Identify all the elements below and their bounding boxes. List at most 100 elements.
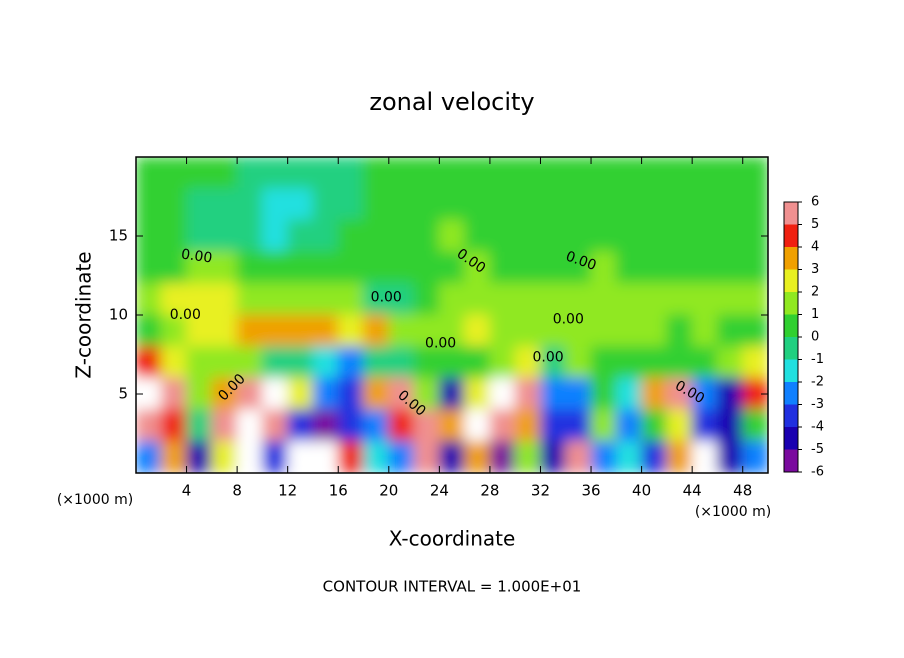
cell [211,409,238,442]
cell [716,251,744,284]
cell [211,346,238,379]
cell [186,377,213,411]
cell [312,314,339,348]
cell [489,251,516,284]
cell [514,282,541,316]
y-tick-label: 15 [109,227,128,245]
cell [388,377,415,411]
cell [641,314,668,348]
y-unit-label: (×1000 m) [57,492,133,508]
cell [691,314,718,348]
x-tick-label: 8 [232,482,242,500]
cell [287,157,314,190]
cell [413,157,440,190]
cell [590,251,617,284]
cell [413,346,440,379]
cell [160,314,188,348]
cell [742,440,768,473]
cell [438,282,466,316]
cell [363,346,390,379]
cell [590,188,617,221]
cell [641,157,668,190]
cell [363,188,390,221]
cell [742,188,768,221]
cell [590,157,617,190]
contour-label: 0.00 [180,246,213,266]
cell [312,440,339,473]
chart-title: zonal velocity [369,88,534,116]
colorbar-tick-label: -3 [811,397,824,412]
cell [236,188,263,221]
cell [413,440,440,473]
cell [186,282,213,316]
cell [539,188,567,221]
cell [337,251,365,284]
cell [514,188,541,221]
cell [641,409,668,442]
cell [539,219,567,253]
cell [211,282,238,316]
cell [287,219,314,253]
cell [641,346,668,379]
cell [464,377,491,411]
cell [565,157,592,190]
cell [742,282,768,316]
cell [337,282,365,316]
cell [312,346,339,379]
cell [211,314,238,348]
cell [160,346,188,379]
cell [337,219,365,253]
cell [160,440,188,473]
x-unit-label: (×1000 m) [695,504,771,520]
cell [312,188,339,221]
cell [742,346,768,379]
cell [666,440,693,473]
cell [413,282,440,316]
cell [691,377,718,411]
colorbar-tick-label: 4 [811,240,819,255]
cell [160,409,188,442]
cell [691,409,718,442]
contour-label: 0.00 [170,307,201,323]
colorbar-tick-label: -4 [811,420,824,435]
colorbar-swatch [784,202,798,225]
colorbar-tick-label: 0 [811,330,819,345]
cell [136,188,162,221]
cell [261,282,289,316]
cell [287,251,314,284]
cell [186,219,213,253]
cell [691,346,718,379]
cell [464,188,491,221]
cell [186,346,213,379]
cell [438,314,466,348]
x-tick-label: 40 [632,482,651,500]
cell [716,440,744,473]
cell [160,251,188,284]
field-clip [136,157,768,473]
footer: CONTOUR INTERVAL = 1.000E+01 [323,578,582,596]
x-tick-label: 16 [329,482,348,500]
colorbar-swatch [784,404,798,427]
cell [287,409,314,442]
cell [312,251,339,284]
cell [716,377,744,411]
cell [691,157,718,190]
cell [615,282,643,316]
cell [160,188,188,221]
cell [489,346,516,379]
cell [641,219,668,253]
cell [590,346,617,379]
cell [136,409,162,442]
x-tick-label: 32 [531,482,550,500]
cell [641,251,668,284]
cell [413,409,440,442]
cell [186,440,213,473]
cell [438,377,466,411]
cell [615,314,643,348]
cell [615,188,643,221]
colorbar-swatch [784,269,798,292]
contour-label: 0.00 [425,335,456,351]
cell [489,157,516,190]
cell [312,377,339,411]
